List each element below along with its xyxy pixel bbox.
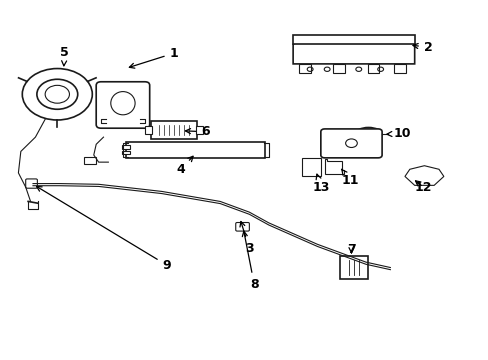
FancyBboxPatch shape	[301, 158, 321, 176]
FancyBboxPatch shape	[393, 64, 405, 73]
Circle shape	[420, 174, 427, 179]
Ellipse shape	[354, 127, 381, 141]
FancyBboxPatch shape	[367, 64, 378, 73]
FancyBboxPatch shape	[333, 64, 345, 73]
FancyBboxPatch shape	[26, 179, 37, 188]
FancyBboxPatch shape	[320, 129, 381, 158]
FancyBboxPatch shape	[126, 142, 265, 158]
FancyBboxPatch shape	[196, 126, 203, 134]
FancyBboxPatch shape	[340, 256, 367, 279]
Polygon shape	[324, 159, 344, 174]
FancyBboxPatch shape	[150, 121, 197, 139]
FancyBboxPatch shape	[235, 222, 249, 231]
Polygon shape	[404, 166, 443, 185]
Polygon shape	[292, 35, 414, 44]
Text: 2: 2	[412, 41, 432, 54]
Polygon shape	[292, 39, 414, 64]
Text: 10: 10	[386, 127, 410, 140]
FancyBboxPatch shape	[122, 151, 129, 154]
Text: 12: 12	[414, 181, 431, 194]
Text: 6: 6	[185, 125, 209, 138]
FancyBboxPatch shape	[122, 145, 129, 149]
Text: 8: 8	[242, 231, 258, 291]
FancyBboxPatch shape	[299, 64, 310, 73]
Text: 13: 13	[312, 174, 329, 194]
Text: 11: 11	[341, 169, 359, 187]
Text: 9: 9	[37, 186, 171, 271]
Text: 3: 3	[240, 221, 253, 255]
Text: 1: 1	[129, 47, 178, 68]
FancyBboxPatch shape	[144, 126, 152, 134]
Text: 4: 4	[176, 156, 193, 176]
Text: 7: 7	[346, 243, 355, 256]
Text: 5: 5	[60, 46, 69, 66]
